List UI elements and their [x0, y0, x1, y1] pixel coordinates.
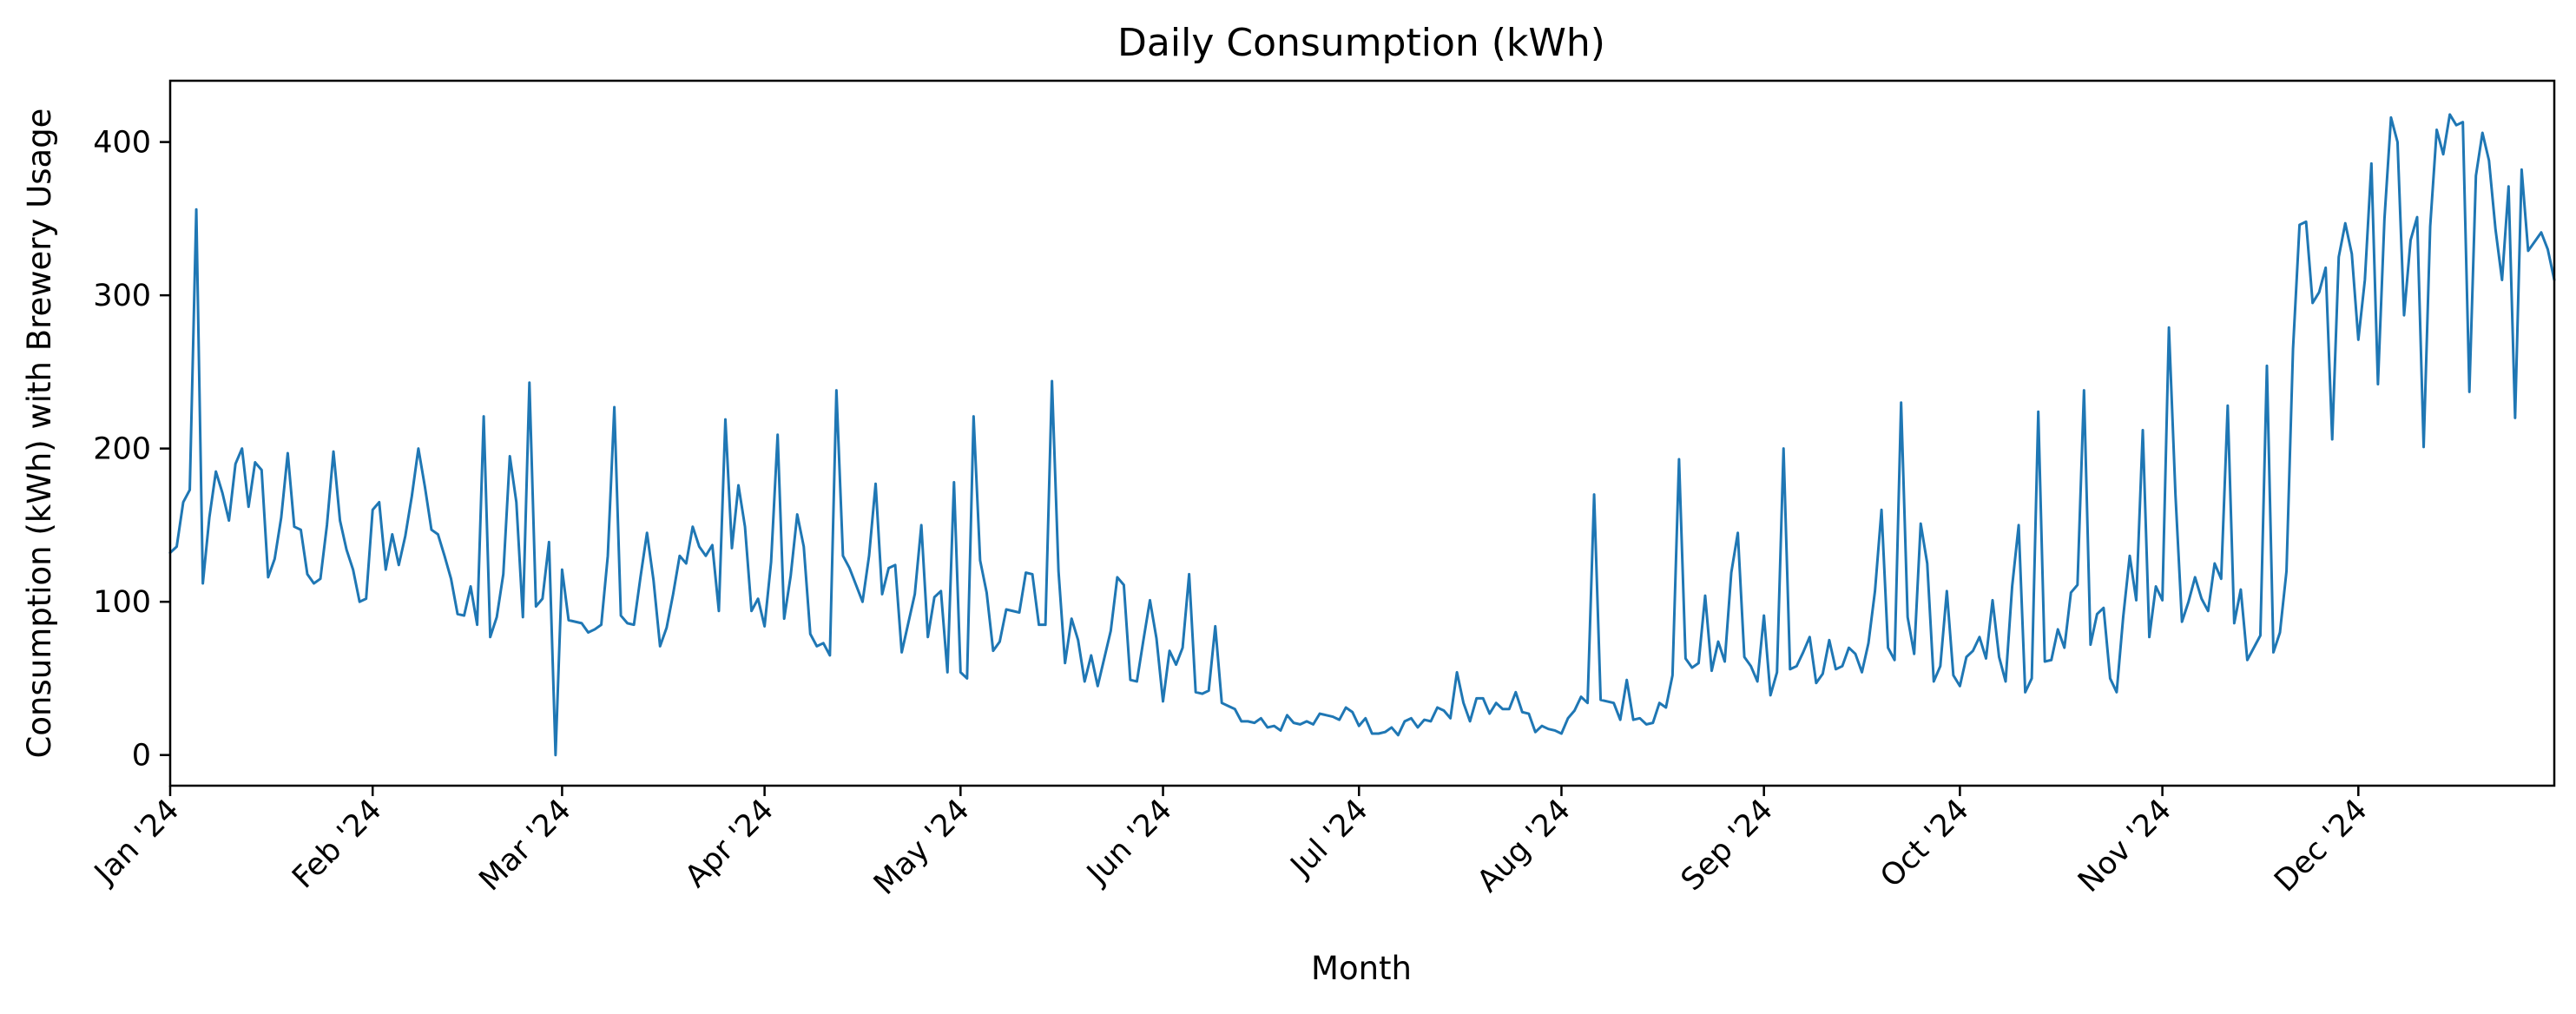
x-axis-label: Month — [1311, 950, 1412, 987]
y-tick-label: 300 — [93, 279, 151, 313]
plot-area-frame — [168, 79, 2556, 787]
y-tick-label: 0 — [132, 739, 151, 774]
chart-title: Daily Consumption (kWh) — [1117, 21, 1605, 65]
y-axis-ticks: 0 100 200 300 400 — [93, 126, 170, 774]
y-tick-label: 200 — [93, 432, 151, 467]
y-tick-label: 400 — [93, 126, 151, 161]
daily-consumption-line — [168, 113, 2556, 757]
y-axis-label: Consumption (kWh) with Brewery Usage — [21, 109, 58, 759]
y-tick-label: 100 — [93, 585, 151, 620]
